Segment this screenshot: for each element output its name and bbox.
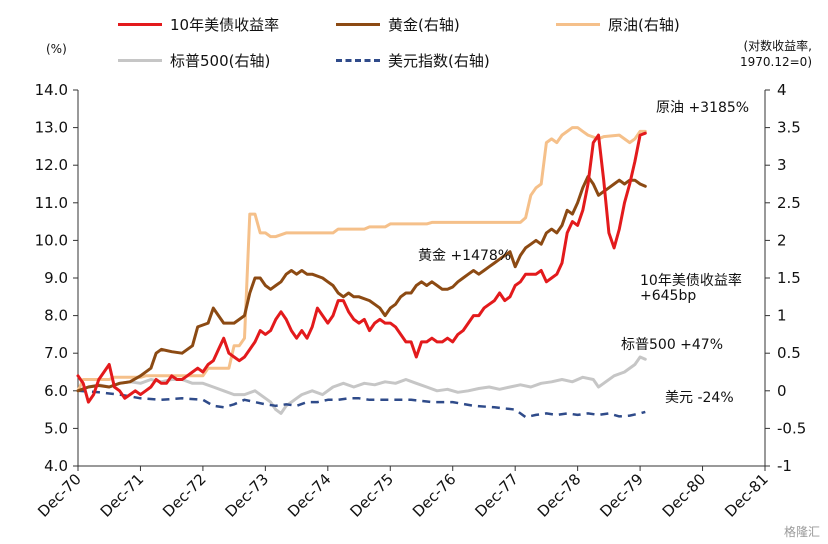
- right-tick-label: 0: [777, 382, 787, 400]
- legend-item-sp500: 标普500(右轴): [118, 50, 270, 71]
- right-tick-label: 2.5: [777, 194, 801, 212]
- legend-item-gold: 黄金(右轴): [336, 14, 460, 35]
- x-tick-label: Dec-75: [347, 470, 398, 521]
- left-tick-label: 4.0: [44, 457, 68, 475]
- legend-label-oil: 原油(右轴): [608, 16, 680, 34]
- right-axis-note-line2: 1970.12=0): [740, 55, 812, 69]
- x-tick-label: Dec-73: [222, 470, 273, 521]
- right-tick-label: 1: [777, 307, 787, 325]
- left-tick-label: 6.0: [44, 382, 68, 400]
- left-axis-unit: (%): [46, 42, 67, 56]
- anno-sp500: 标普500 +47%: [621, 337, 724, 353]
- x-tick-label: Dec-71: [97, 470, 148, 521]
- legend-label-usd: 美元指数(右轴): [388, 52, 490, 70]
- x-tick-label: Dec-70: [34, 470, 85, 521]
- x-tick-label: Dec-76: [409, 470, 460, 521]
- series-group: [76, 126, 647, 419]
- x-tick-label: Dec-74: [284, 470, 335, 521]
- legend-swatch-sp500: [118, 59, 162, 62]
- legend-swatch-usd: [336, 59, 380, 62]
- series-line-2: [76, 126, 647, 393]
- right-tick-label: -1: [777, 457, 792, 475]
- right-axis-note: (对数收益率, 1970.12=0): [740, 38, 812, 70]
- right-tick-label: 3.5: [777, 119, 801, 137]
- left-tick-label: 8.0: [44, 307, 68, 325]
- anno-usd: 美元 -24%: [665, 390, 734, 406]
- anno-treasury-line1: 10年美债收益率: [640, 273, 742, 289]
- right-tick-label: 4: [777, 81, 787, 99]
- series-line-4: [77, 389, 646, 419]
- left-tick-label: 10.0: [35, 231, 68, 249]
- watermark: 格隆汇: [783, 525, 820, 539]
- x-tick-label: Dec-77: [471, 470, 522, 521]
- left-tick-label: 11.0: [35, 194, 68, 212]
- left-tick-label: 12.0: [35, 156, 68, 174]
- anno-treasury-line2: +645bp: [640, 288, 697, 304]
- right-axis-note-line1: (对数收益率,: [743, 39, 813, 53]
- right-tick-label: -0.5: [777, 419, 806, 437]
- x-tick-label: Dec-79: [596, 470, 647, 521]
- legend-swatch-gold: [336, 23, 380, 26]
- left-tick-label: 14.0: [35, 81, 68, 99]
- legend-item-usd: 美元指数(右轴): [336, 50, 490, 71]
- right-tick-label: 3: [777, 156, 787, 174]
- anno-oil: 原油 +3185%: [656, 100, 750, 116]
- left-tick-label: 5.0: [44, 419, 68, 437]
- right-tick-label: 1.5: [777, 269, 801, 287]
- legend-label-treasury: 10年美债收益率: [170, 16, 280, 34]
- left-tick-label: 9.0: [44, 269, 68, 287]
- right-tick-label: 2: [777, 231, 787, 249]
- series-line-3: [76, 355, 647, 415]
- anno-gold: 黄金 +1478%: [418, 248, 512, 264]
- legend-item-treasury: 10年美债收益率: [118, 14, 279, 35]
- x-tick-label: Dec-80: [659, 470, 710, 521]
- series-line-1: [76, 175, 647, 393]
- x-tick-label: Dec-72: [159, 470, 210, 521]
- legend-item-oil: 原油(右轴): [556, 14, 680, 35]
- legend-swatch-treasury: [118, 23, 162, 26]
- left-tick-label: 7.0: [44, 344, 68, 362]
- x-tick-label: Dec-78: [534, 470, 585, 521]
- legend-label-sp500: 标普500(右轴): [170, 52, 271, 70]
- series-line-0: [76, 131, 647, 404]
- legend-label-gold: 黄金(右轴): [388, 16, 460, 34]
- left-tick-label: 13.0: [35, 119, 68, 137]
- legend-swatch-oil: [556, 23, 600, 26]
- right-tick-label: 0.5: [777, 344, 801, 362]
- x-tick-label: Dec-81: [721, 470, 772, 521]
